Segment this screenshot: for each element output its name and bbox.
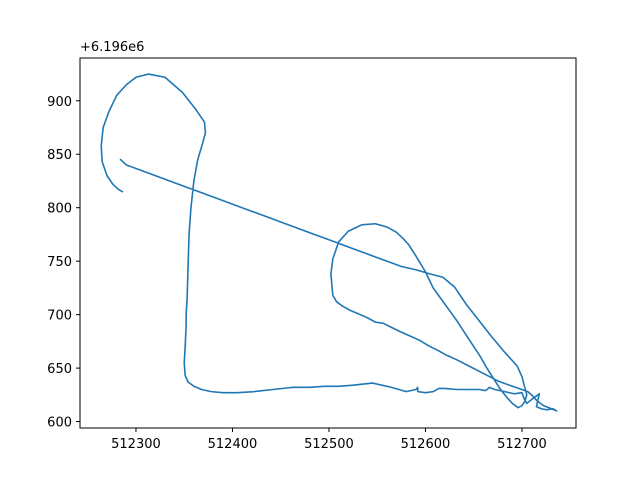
x-tick-label-3: 512600 xyxy=(401,437,451,452)
x-tick-label-4: 512700 xyxy=(497,437,547,452)
y-tick-label-1: 650 xyxy=(47,362,72,377)
y-tick-label-0: 600 xyxy=(47,416,72,431)
x-tick-label-0: 512300 xyxy=(111,437,161,452)
y-axis-ticks: 600 650 700 750 800 850 900 xyxy=(47,95,80,431)
x-axis-ticks: 512300 512400 512500 512600 512700 xyxy=(111,428,547,452)
y-tick-label-5: 850 xyxy=(47,148,72,163)
y-tick-label-4: 800 xyxy=(47,202,72,217)
y-tick-label-6: 900 xyxy=(47,95,72,110)
series-layer xyxy=(100,73,558,412)
series-line-0 xyxy=(100,73,558,412)
x-tick-label-2: 512500 xyxy=(304,437,354,452)
axes-frame xyxy=(79,57,577,429)
y-tick-label-3: 750 xyxy=(47,255,72,270)
x-tick-label-1: 512400 xyxy=(208,437,258,452)
y-tick-label-2: 700 xyxy=(47,309,72,324)
y-offset-label: +6.196e6 xyxy=(80,40,144,55)
plot-area xyxy=(80,58,576,428)
